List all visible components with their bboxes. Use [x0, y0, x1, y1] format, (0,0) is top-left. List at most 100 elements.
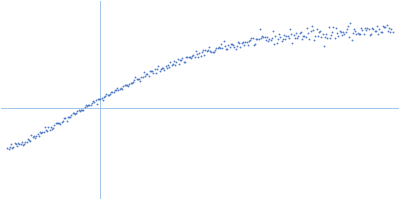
Point: [178, 58, 184, 61]
Point: [232, 47, 239, 50]
Point: [272, 34, 279, 37]
Point: [390, 30, 396, 33]
Point: [92, 98, 99, 102]
Point: [192, 50, 199, 53]
Point: [313, 28, 320, 31]
Point: [369, 26, 375, 30]
Point: [84, 105, 90, 108]
Point: [190, 54, 196, 57]
Point: [246, 39, 252, 43]
Point: [327, 37, 333, 40]
Point: [27, 139, 34, 142]
Point: [298, 30, 304, 34]
Point: [308, 25, 315, 28]
Point: [32, 136, 38, 140]
Point: [296, 32, 303, 35]
Point: [104, 94, 111, 97]
Point: [281, 33, 287, 36]
Point: [26, 139, 32, 142]
Point: [270, 29, 276, 33]
Point: [24, 140, 30, 143]
Point: [202, 48, 209, 52]
Point: [34, 132, 41, 136]
Point: [271, 42, 278, 46]
Point: [278, 39, 285, 42]
Point: [301, 35, 308, 38]
Point: [183, 56, 189, 59]
Point: [147, 70, 153, 73]
Point: [302, 35, 309, 39]
Point: [359, 28, 366, 32]
Point: [323, 33, 330, 36]
Point: [69, 112, 76, 115]
Point: [118, 87, 124, 90]
Point: [100, 98, 106, 101]
Point: [171, 60, 177, 63]
Point: [256, 27, 263, 30]
Point: [222, 44, 228, 47]
Point: [18, 142, 24, 145]
Point: [345, 24, 351, 27]
Point: [196, 51, 202, 54]
Point: [36, 134, 42, 137]
Point: [173, 60, 180, 63]
Point: [60, 119, 66, 122]
Point: [310, 29, 316, 32]
Point: [120, 84, 126, 88]
Point: [388, 28, 395, 31]
Point: [321, 44, 327, 47]
Point: [106, 93, 112, 97]
Point: [9, 146, 15, 149]
Point: [353, 33, 360, 36]
Point: [5, 147, 12, 151]
Point: [148, 70, 154, 73]
Point: [374, 24, 380, 27]
Point: [324, 36, 331, 39]
Point: [336, 29, 343, 32]
Point: [208, 51, 215, 54]
Point: [64, 115, 71, 119]
Point: [248, 37, 254, 40]
Point: [216, 45, 222, 48]
Point: [320, 32, 326, 35]
Point: [46, 128, 53, 131]
Point: [247, 39, 253, 42]
Point: [341, 32, 348, 35]
Point: [198, 54, 204, 58]
Point: [365, 27, 372, 30]
Point: [177, 59, 183, 62]
Point: [329, 31, 336, 34]
Point: [194, 52, 200, 55]
Point: [79, 109, 86, 112]
Point: [146, 74, 152, 77]
Point: [206, 45, 212, 48]
Point: [288, 32, 294, 36]
Point: [12, 142, 19, 145]
Point: [128, 82, 135, 85]
Point: [276, 32, 282, 36]
Point: [376, 27, 382, 30]
Point: [88, 103, 94, 107]
Point: [89, 102, 95, 105]
Point: [347, 22, 354, 25]
Point: [74, 110, 80, 113]
Point: [184, 56, 190, 59]
Point: [103, 92, 110, 96]
Point: [370, 27, 376, 30]
Point: [213, 47, 220, 50]
Point: [70, 111, 77, 114]
Point: [328, 33, 334, 36]
Point: [358, 26, 364, 30]
Point: [286, 37, 292, 40]
Point: [377, 30, 384, 34]
Point: [127, 81, 134, 85]
Point: [43, 128, 49, 131]
Point: [44, 129, 50, 132]
Point: [133, 78, 140, 81]
Point: [114, 87, 120, 90]
Point: [284, 35, 291, 38]
Point: [238, 41, 245, 45]
Point: [218, 43, 224, 46]
Point: [22, 140, 29, 143]
Point: [155, 64, 162, 67]
